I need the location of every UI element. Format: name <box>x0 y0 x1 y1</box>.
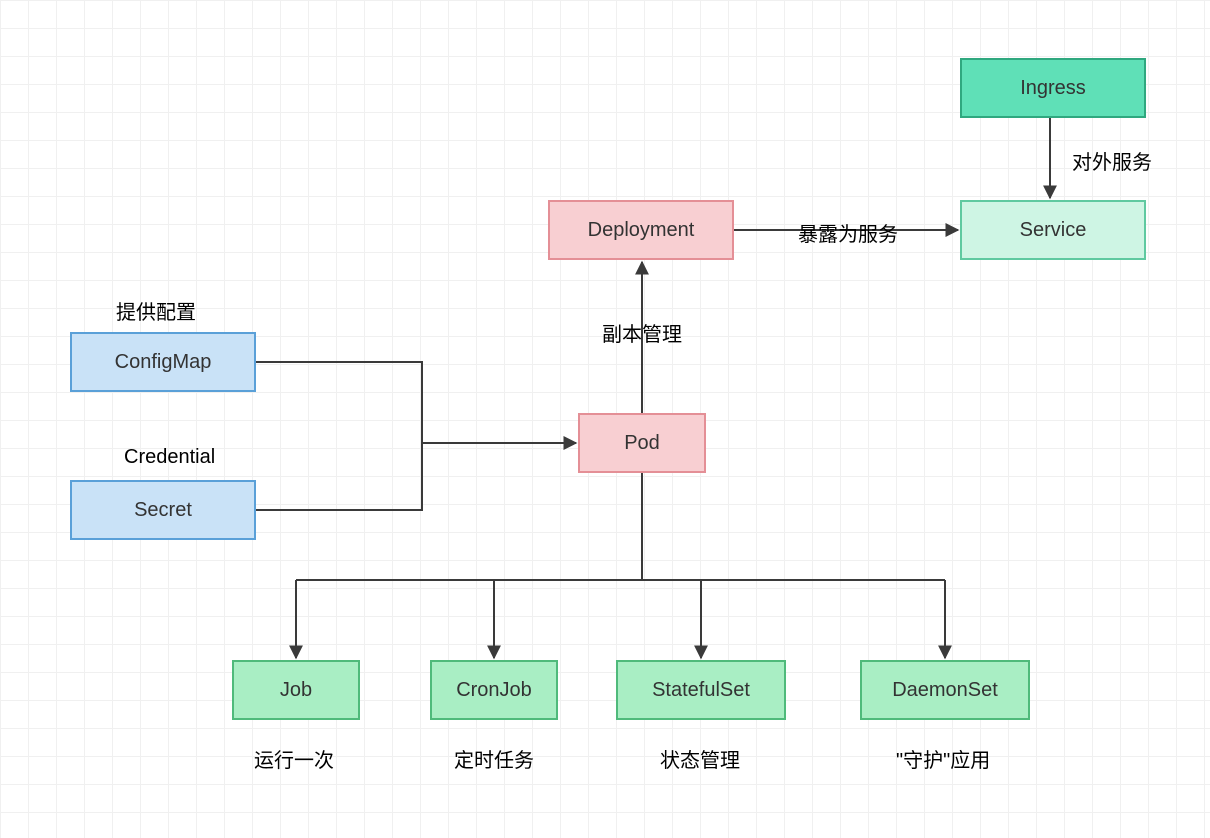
node-ingress: Ingress <box>960 58 1146 118</box>
lbl-daemon: "守护"应用 <box>896 744 990 773</box>
node-cronjob: CronJob <box>430 660 558 720</box>
edge-e-config <box>256 362 422 443</box>
node-service: Service <box>960 200 1146 260</box>
node-configmap: ConfigMap <box>70 332 256 392</box>
node-statefulset: StatefulSet <box>616 660 786 720</box>
edge-e-secret <box>256 443 422 510</box>
node-deployment: Deployment <box>548 200 734 260</box>
lbl-expose: 暴露为服务 <box>798 218 898 247</box>
lbl-credential: Credential <box>124 446 215 469</box>
lbl-stateful: 状态管理 <box>660 744 740 773</box>
node-pod: Pod <box>578 413 706 473</box>
node-job: Job <box>232 660 360 720</box>
lbl-cronjob: 定时任务 <box>454 744 534 773</box>
lbl-job: 运行一次 <box>254 744 334 773</box>
node-secret: Secret <box>70 480 256 540</box>
node-daemonset: DaemonSet <box>860 660 1030 720</box>
lbl-replica: 副本管理 <box>602 318 682 347</box>
lbl-external: 对外服务 <box>1072 146 1152 175</box>
lbl-config: 提供配置 <box>116 296 196 325</box>
